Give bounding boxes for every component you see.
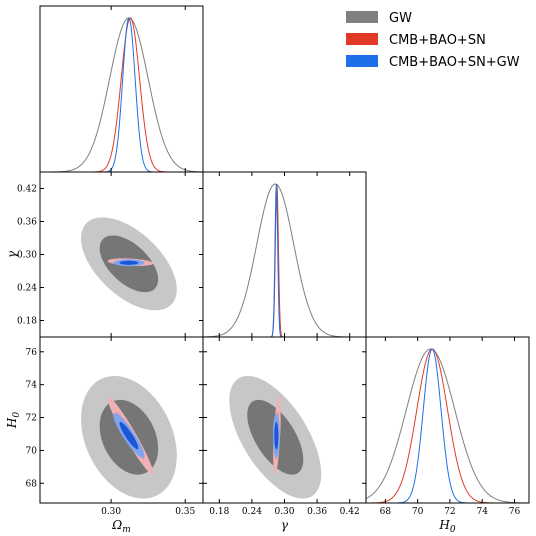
contour-cmb-bao-sn-gw-dark <box>274 421 279 450</box>
legend-swatch-cmb-bao-sn-gw <box>346 55 378 67</box>
x-axis-title-h0: H0 <box>438 518 455 535</box>
posterior-contours <box>81 217 322 499</box>
y-axis-title-h0: H0 <box>5 412 22 429</box>
marginal-h0 <box>366 348 529 503</box>
curve-gw <box>203 183 366 337</box>
y-tick-label: 0.30 <box>17 251 37 261</box>
contour-cmb-bao-sn-gw-dark <box>119 260 139 265</box>
contour-panel-om-gamma <box>81 217 177 311</box>
marginal-gamma <box>203 183 366 337</box>
curve-gw <box>40 17 203 172</box>
x-tick-label: 72 <box>444 507 455 517</box>
y-axis-title-gamma: γ <box>5 250 19 258</box>
y-tick-label: 0.36 <box>17 218 37 228</box>
legend-label: GW <box>389 11 412 26</box>
curve-cmb-bao-sn <box>366 348 529 503</box>
x-tick-label: 0.30 <box>101 507 121 517</box>
x-tick-label: 0.30 <box>274 507 294 517</box>
curve-cmb-bao-sn <box>40 17 203 172</box>
marginal-curves <box>40 17 529 503</box>
curve-cmb-bao-sn <box>203 183 366 337</box>
x-tick-label: 0.36 <box>307 507 327 517</box>
y-tick-label: 74 <box>26 381 38 391</box>
x-tick-label: 0.35 <box>175 507 195 517</box>
marginal-om <box>40 17 203 172</box>
x-tick-label: 76 <box>509 507 521 517</box>
axis-ticks: 0.30 0.35 0.18 0.24 0.30 0.36 0.42 68 70 72 74 76 0.… <box>5 6 520 535</box>
x-tick-label: 70 <box>412 507 424 517</box>
legend-swatch-gw <box>346 11 378 23</box>
legend: GW CMB+BAO+SN CMB+BAO+SN+GW <box>346 11 520 70</box>
curve-cmb-bao-sn-gw <box>366 348 529 503</box>
legend-label: CMB+BAO+SN+GW <box>389 55 520 70</box>
x-axis-title-gamma: γ <box>281 518 289 532</box>
x-tick-label: 0.42 <box>340 507 360 517</box>
y-tick-label: 76 <box>26 348 38 358</box>
panel-frame <box>202 171 367 338</box>
contour-cmb-bao-sn-gw-dark <box>119 421 139 450</box>
legend-swatch-cmb-bao-sn <box>346 33 378 45</box>
x-tick-label: 0.24 <box>242 507 262 517</box>
x-tick-label: 68 <box>380 507 392 517</box>
x-tick-label: 74 <box>476 507 488 517</box>
curve-cmb-bao-sn-gw <box>203 183 366 337</box>
contour-panel-gamma-h0 <box>229 375 322 499</box>
contour-panel-om-h0 <box>81 375 177 499</box>
panel-frame <box>365 336 530 504</box>
y-tick-label: 68 <box>26 479 38 489</box>
y-tick-label: 70 <box>26 446 38 456</box>
y-tick-label: 0.18 <box>17 317 37 327</box>
curve-cmb-bao-sn-gw <box>40 17 203 172</box>
x-tick-label: 0.18 <box>209 507 229 517</box>
y-tick-label: 0.42 <box>17 185 37 195</box>
y-tick-label: 72 <box>26 414 37 424</box>
curve-gw <box>366 348 529 503</box>
y-tick-label: 0.24 <box>17 284 37 294</box>
x-axis-title-om: Ωm <box>111 518 131 535</box>
legend-label: CMB+BAO+SN <box>389 33 486 48</box>
